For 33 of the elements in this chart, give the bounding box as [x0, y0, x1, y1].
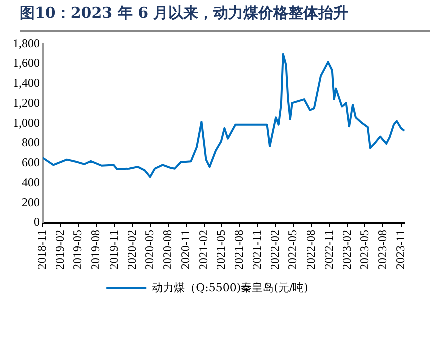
- x-tick-label: 2022-08: [304, 230, 318, 270]
- x-tick-label: 2020-05: [142, 230, 156, 270]
- x-tick-label: 2020-11: [178, 230, 193, 270]
- chart-title: 图10：2023 年 6 月以来，动力煤价格整体抬升: [20, 4, 349, 23]
- x-tick-label: 2023-02: [340, 230, 354, 270]
- x-tick-label: 2019-05: [70, 230, 85, 270]
- y-tick-label: 400: [22, 175, 40, 190]
- x-tick-label: 2021-08: [232, 230, 246, 270]
- x-tick-label: 2020-02: [124, 230, 139, 270]
- x-tick-label: 2023-05: [357, 230, 372, 270]
- y-tick-label: 600: [22, 156, 40, 170]
- y-tick-label: 1,000: [13, 116, 40, 130]
- y-tick-label: 1,800: [13, 36, 40, 50]
- x-tick-label: 2021-11: [250, 230, 264, 270]
- x-tick-label: 2019-11: [106, 230, 121, 270]
- x-tick-label: 2023-08: [375, 230, 390, 270]
- x-tick-label: 2018-11: [35, 230, 50, 270]
- y-tick-label: 1,200: [13, 96, 40, 110]
- legend-label: 动力煤（Q:5500)秦皇岛(元/吨): [152, 281, 308, 294]
- y-tick-label: 1,600: [13, 56, 40, 70]
- x-tick-label: 2019-08: [88, 230, 103, 270]
- y-tick-label: 800: [22, 136, 40, 150]
- x-tick-label: 2022-02: [268, 230, 282, 270]
- x-tick-label: 2021-05: [214, 230, 228, 270]
- x-tick-label: 2022-11: [322, 230, 336, 270]
- x-tick-label: 2021-02: [196, 230, 211, 270]
- x-tick-label: 2020-08: [160, 230, 175, 270]
- y-tick-label: 200: [22, 195, 40, 210]
- x-tick-label: 2019-02: [53, 230, 68, 270]
- x-tick-label: 2022-05: [286, 230, 300, 270]
- y-tick-label: 1,400: [13, 76, 40, 90]
- y-tick-label: 0: [34, 215, 40, 230]
- x-tick-label: 2023-11: [393, 230, 408, 270]
